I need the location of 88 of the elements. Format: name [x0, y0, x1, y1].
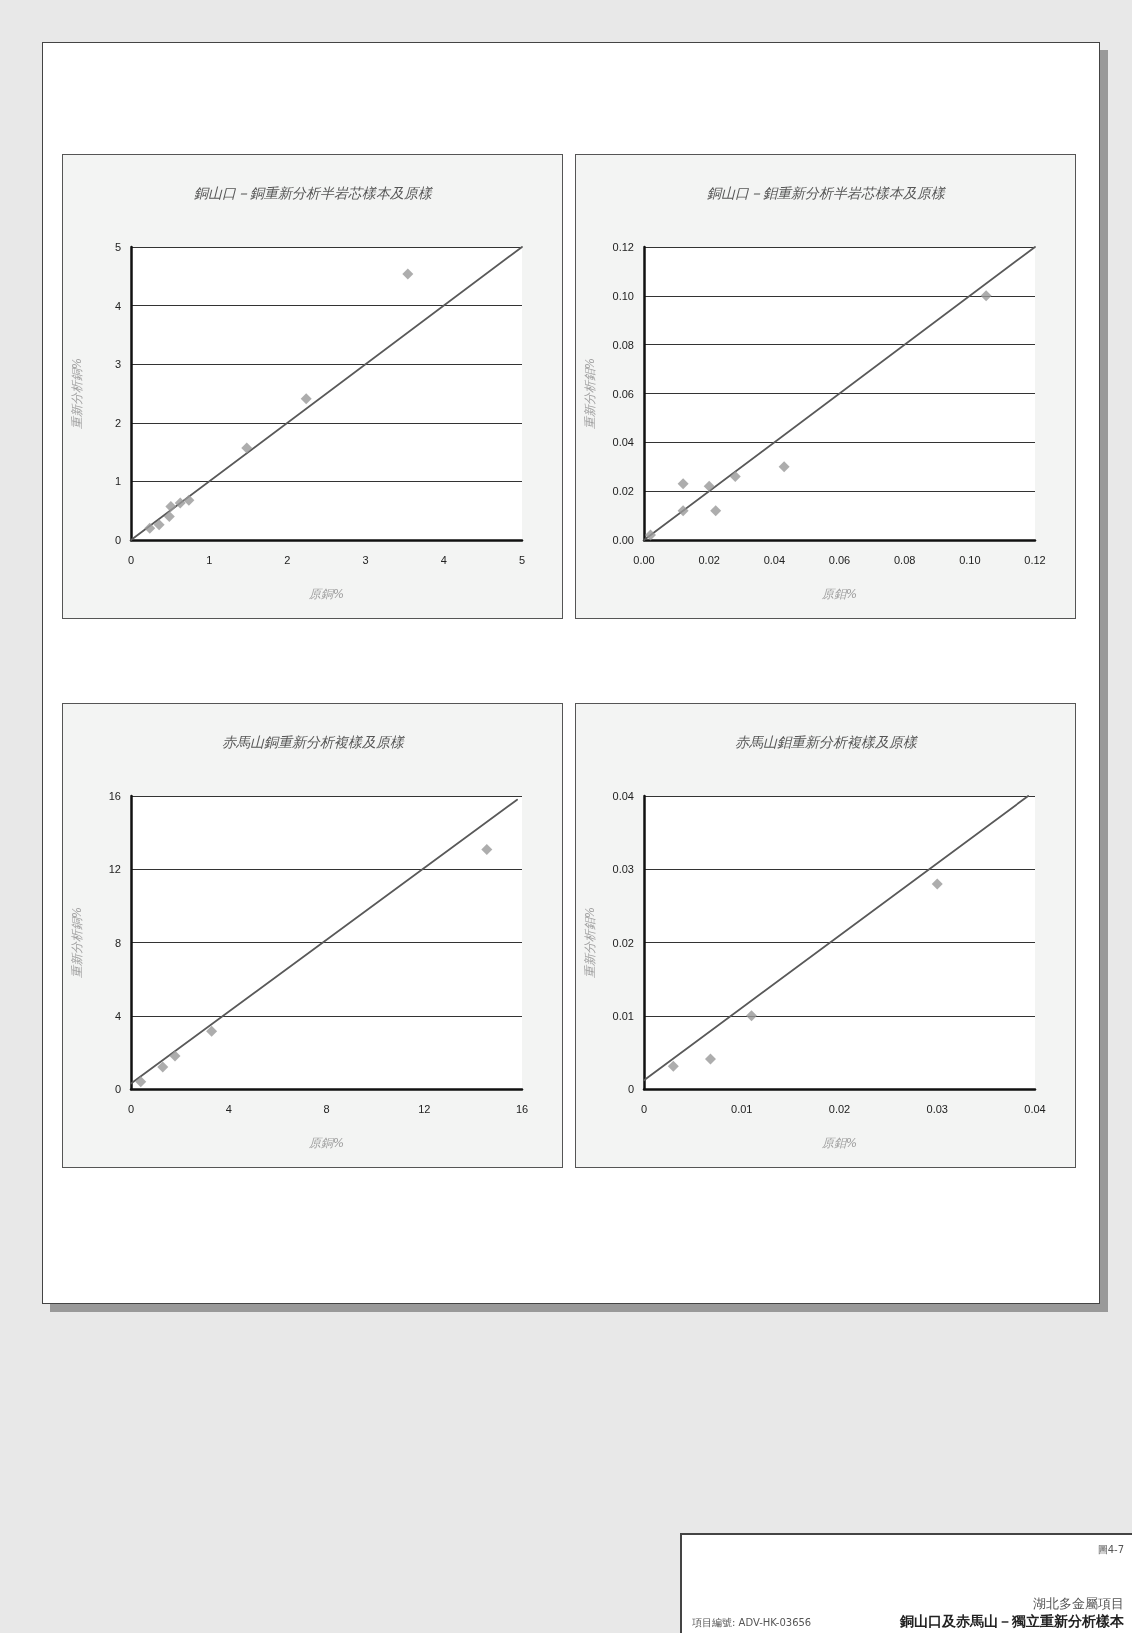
x-axis-title: 原銅% [308, 587, 345, 601]
x-tick-label: 0.08 [893, 553, 916, 566]
x-tick-label: 2 [284, 553, 291, 566]
y-axis-title: 重新分析銅% [70, 357, 84, 430]
x-tick-label: 0 [127, 1102, 135, 1115]
y-tick-label: 0.01 [612, 1009, 634, 1022]
text: 銅山口及赤馬山－獨立重新分析樣本 [900, 1613, 1124, 1631]
caption: 圖4-7 [1097, 1543, 1124, 1557]
y-tick-label: 0.04 [612, 790, 634, 802]
chart-title: 銅山口－鉬重新分析半岩芯樣本及原樣 [706, 185, 946, 201]
x-tick-label: 0.10 [959, 553, 981, 566]
point [165, 501, 177, 513]
y-tick-label: 0.08 [612, 338, 634, 351]
point [135, 1076, 147, 1088]
chart-title: 赤馬山銅重新分析複樣及原樣 [221, 734, 405, 750]
point [153, 519, 165, 531]
x-tick-label: 0.03 [926, 1102, 948, 1115]
point [206, 1025, 218, 1037]
y-tick-label: 4 [114, 1009, 121, 1022]
point [704, 1053, 716, 1065]
point [677, 505, 689, 517]
x-tick-label: 1 [206, 553, 213, 566]
y-tick-label: 0.03 [612, 863, 634, 876]
point [645, 529, 657, 541]
y-tick-label: 0 [114, 534, 121, 546]
x-tick-label: 3 [362, 553, 369, 566]
y-tick-label: 12 [108, 863, 121, 876]
y-axis-title: 重新分析鉬% [583, 357, 597, 430]
x-tick-label: 8 [323, 1102, 330, 1115]
point [778, 461, 790, 473]
y-tick-label: 0 [114, 1083, 121, 1095]
point [241, 442, 253, 454]
point [667, 1060, 679, 1072]
y-axis-title: 重新分析銅% [70, 906, 84, 979]
x-tick-label: 0.02 [828, 1102, 851, 1115]
y-tick-label: 0 [627, 1083, 634, 1095]
x-tick-label: 4 [225, 1102, 232, 1115]
point [163, 511, 175, 523]
y-tick-label: 0.06 [612, 387, 634, 400]
text: 項目編號: ADV-HK-03656 [692, 1616, 812, 1630]
x-tick-label: 12 [418, 1102, 431, 1115]
x-tick-label: 5 [518, 553, 526, 566]
x-tick-label: 0 [127, 553, 135, 566]
x-tick-label: 0.04 [1024, 1102, 1046, 1115]
point [677, 478, 689, 490]
x-tick-label: 0.06 [828, 553, 851, 566]
point [300, 393, 312, 405]
y-tick-label: 4 [114, 299, 121, 312]
x-axis-title: 原鉬% [821, 587, 858, 601]
y-tick-label: 1 [114, 475, 121, 488]
y-tick-label: 0.12 [612, 241, 634, 253]
y-tick-label: 0.00 [612, 534, 634, 546]
text: 湖北多金屬項目 [1033, 1595, 1124, 1613]
chart-title: 銅山口－銅重新分析半岩芯樣本及原樣 [193, 185, 433, 201]
y-tick-label: 0.04 [612, 436, 634, 449]
x-tick-label: 0.02 [698, 553, 720, 566]
chart-title: 赤馬山鉬重新分析複樣及原樣 [734, 734, 918, 750]
x-tick-label: 4 [440, 553, 447, 566]
x-axis-title: 原銅% [308, 1136, 345, 1150]
point [481, 843, 493, 855]
y-tick-label: 8 [114, 936, 121, 949]
point [746, 1010, 758, 1022]
point [144, 522, 156, 534]
y-tick-label: 0.02 [612, 485, 634, 498]
x-tick-label: 0.12 [1024, 553, 1046, 566]
y-tick-label: 16 [108, 790, 121, 802]
point [157, 1061, 169, 1073]
point [703, 480, 715, 492]
x-tick-label: 0.01 [731, 1102, 753, 1115]
point [980, 290, 992, 302]
point [174, 497, 186, 509]
x-tick-label: 0.04 [763, 553, 786, 566]
y-tick-label: 5 [114, 241, 121, 253]
y-axis-title: 重新分析鉬% [583, 906, 597, 979]
x-tick-label: 0.00 [633, 553, 655, 566]
x-axis-title: 原鉬% [821, 1136, 858, 1150]
y-tick-label: 0.10 [612, 289, 634, 302]
y-tick-label: 3 [114, 358, 121, 371]
y-tick-label: 0.02 [612, 936, 634, 949]
point [402, 268, 414, 280]
x-tick-label: 0 [640, 1102, 648, 1115]
point [710, 505, 722, 517]
point [729, 471, 741, 483]
point [169, 1050, 181, 1062]
y-tick-label: 2 [114, 416, 121, 429]
point [931, 878, 943, 890]
x-tick-label: 16 [515, 1102, 529, 1115]
point [183, 494, 195, 506]
